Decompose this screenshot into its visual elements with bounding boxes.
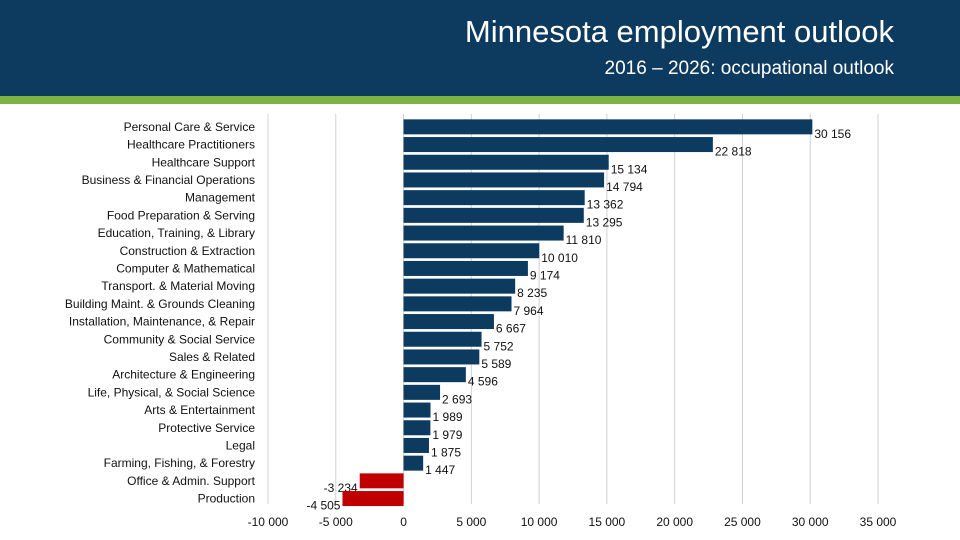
- accent-divider: [0, 96, 960, 104]
- value-label: 1 989: [433, 410, 463, 424]
- bar-positive: [403, 331, 482, 347]
- value-label: 4 596: [468, 375, 498, 389]
- page-title: Minnesota employment outlook: [464, 14, 894, 49]
- x-tick-label: 0: [400, 515, 407, 529]
- value-label: 13 295: [586, 215, 623, 229]
- bar-positive: [403, 137, 713, 153]
- category-label: Business & Financial Operations: [82, 173, 255, 187]
- value-label: 30 156: [814, 127, 851, 141]
- category-label: Sales & Related: [169, 350, 255, 364]
- x-tick-label: 10 000: [521, 515, 558, 529]
- x-tick-label: 35 000: [860, 515, 897, 529]
- category-label: Personal Care & Service: [124, 120, 256, 134]
- category-label: Management: [185, 191, 256, 205]
- category-label: Healthcare Support: [152, 155, 256, 169]
- x-tick-label: -5 000: [319, 515, 353, 529]
- bar-positive: [403, 278, 516, 294]
- category-label: Architecture & Engineering: [112, 368, 255, 382]
- category-label: Protective Service: [158, 421, 255, 435]
- category-label: Construction & Extraction: [120, 244, 255, 258]
- value-label: 22 818: [715, 145, 752, 159]
- bar-positive: [403, 172, 605, 188]
- category-label: Arts & Entertainment: [144, 403, 255, 417]
- bar-positive: [403, 314, 494, 330]
- bar-positive: [403, 154, 609, 170]
- category-label: Community & Social Service: [104, 332, 256, 346]
- value-label: 1 979: [432, 428, 462, 442]
- x-tick-label: 15 000: [589, 515, 626, 529]
- value-label: 7 964: [514, 304, 544, 318]
- value-label: 15 134: [611, 162, 648, 176]
- category-label: Legal: [226, 438, 255, 452]
- bar-positive: [403, 260, 528, 276]
- category-label: Life, Physical, & Social Science: [88, 385, 256, 399]
- x-tick-label: 25 000: [724, 515, 761, 529]
- value-label: 5 752: [484, 339, 514, 353]
- value-label: 1 447: [425, 463, 455, 477]
- category-label: Office & Admin. Support: [127, 474, 256, 488]
- bar-positive: [403, 243, 540, 259]
- category-label: Installation, Maintenance, & Repair: [69, 315, 255, 329]
- x-tick-label: -10 000: [248, 515, 289, 529]
- bar-positive: [403, 384, 441, 400]
- value-label: 9 174: [530, 268, 560, 282]
- header-banner: Minnesota employment outlook 2016 – 2026…: [0, 0, 960, 96]
- value-label: 10 010: [541, 251, 578, 265]
- category-label: Food Preparation & Serving: [107, 208, 255, 222]
- value-label: 1 875: [431, 445, 461, 459]
- category-label: Farming, Fishing, & Forestry: [104, 456, 255, 470]
- value-label: 13 362: [587, 198, 624, 212]
- page-subtitle: 2016 – 2026: occupational outlook: [604, 58, 894, 79]
- bar-positive: [403, 296, 512, 312]
- bar-positive: [403, 367, 466, 383]
- x-tick-label: 5 000: [456, 515, 486, 529]
- bar-positive: [403, 455, 424, 471]
- value-label: 14 794: [606, 180, 643, 194]
- category-label: Computer & Mathematical: [116, 261, 255, 275]
- bar-positive: [403, 402, 431, 418]
- bar-positive: [403, 420, 431, 436]
- bar-positive: [403, 207, 584, 223]
- x-tick-label: 30 000: [792, 515, 829, 529]
- bar-positive: [403, 119, 813, 135]
- bar-positive: [403, 190, 585, 206]
- bar-negative: [359, 473, 404, 489]
- bar-positive: [403, 349, 480, 365]
- category-label: Education, Training, & Library: [98, 226, 255, 240]
- category-label: Healthcare Practitioners: [127, 138, 255, 152]
- x-tick-label: 20 000: [656, 515, 693, 529]
- employment-outlook-chart: -10 000 -5 000 0 5 000 10 000 15 000 20 000 25 …: [65, 114, 897, 529]
- bar-positive: [403, 437, 429, 453]
- category-label: Transport. & Material Moving: [101, 279, 255, 293]
- bar-negative: [342, 491, 404, 507]
- value-label: -4 505: [306, 499, 340, 513]
- category-label: Production: [198, 492, 255, 506]
- bar-positive: [403, 225, 564, 241]
- value-label: 2 693: [442, 392, 472, 406]
- value-label: 5 589: [481, 357, 511, 371]
- value-label: 11 810: [566, 233, 602, 247]
- value-label: 6 667: [496, 322, 526, 336]
- value-label: 8 235: [517, 286, 547, 300]
- category-label: Building Maint. & Grounds Cleaning: [65, 297, 255, 311]
